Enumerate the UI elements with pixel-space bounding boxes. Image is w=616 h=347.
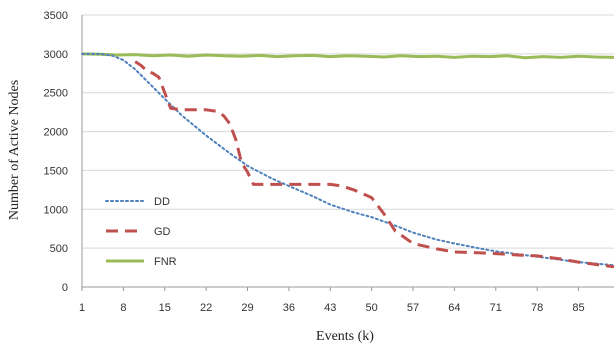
legend-label-gd: GD [154, 226, 171, 238]
x-axis-title: Events (k) [316, 329, 374, 344]
x-axis: 1 8 15 22 29 36 43 50 57 64 71 78 85 [79, 287, 585, 314]
x-tick-label: 43 [324, 302, 336, 314]
y-axis-title: Number of Active Nodes [7, 80, 22, 220]
y-axis: 0 500 1000 1500 2000 2500 3000 3500 [44, 10, 68, 294]
legend: DD GD FNR [105, 196, 177, 268]
x-tick-label: 64 [448, 302, 460, 314]
x-tick-label: 1 [79, 302, 85, 314]
y-tick-label: 1000 [44, 204, 68, 216]
series-line-fnr [81, 52, 615, 60]
x-tick-label: 50 [366, 302, 378, 314]
y-tick-label: 2000 [44, 127, 68, 139]
y-tick-label: 3000 [44, 49, 68, 61]
y-tick-label: 0 [62, 282, 68, 294]
x-tick-label: 57 [407, 302, 419, 314]
x-tick-label: 36 [283, 302, 295, 314]
y-tick-label: 2500 [44, 88, 68, 100]
x-tick-label: 78 [531, 302, 543, 314]
y-tick-label: 500 [50, 243, 68, 255]
x-tick-label: 71 [490, 302, 502, 314]
x-tick-label: 8 [120, 302, 126, 314]
x-tick-label: 29 [241, 302, 253, 314]
series-group [81, 52, 615, 269]
series-line-dd [81, 52, 615, 267]
legend-label-dd: DD [154, 196, 170, 208]
x-tick-label: 22 [200, 302, 212, 314]
x-tick-label: 85 [572, 302, 584, 314]
y-tick-label: 3500 [44, 10, 68, 22]
y-tick-label: 1500 [44, 165, 68, 177]
x-tick-label: 15 [159, 302, 171, 314]
legend-label-fnr: FNR [154, 256, 177, 268]
series-line-gd [134, 60, 615, 269]
